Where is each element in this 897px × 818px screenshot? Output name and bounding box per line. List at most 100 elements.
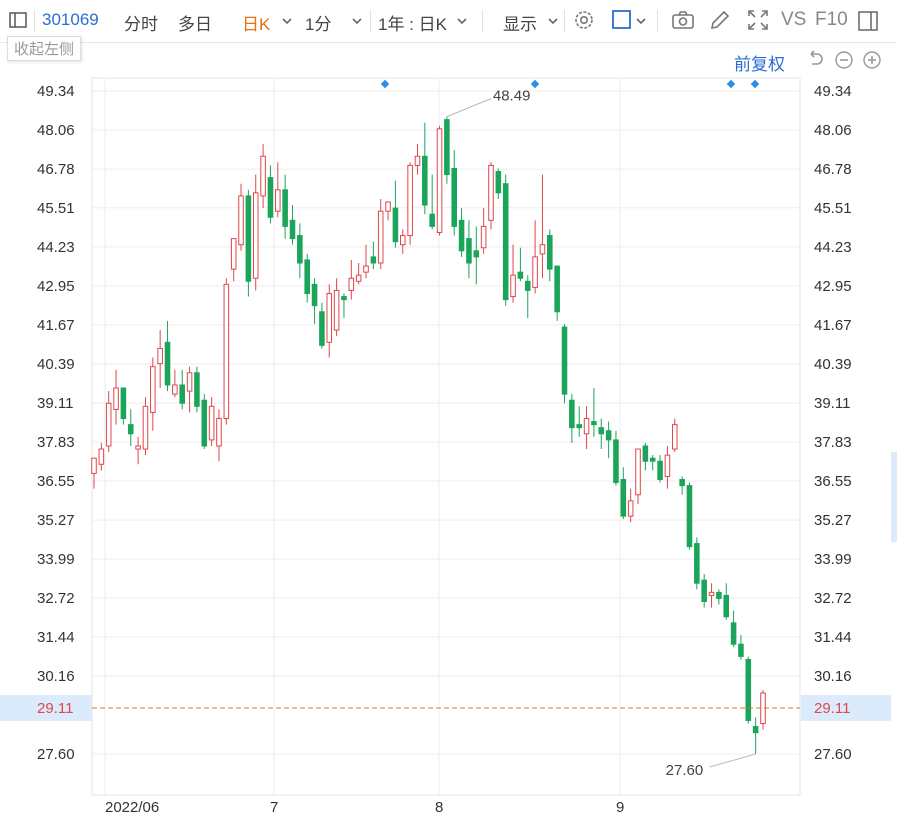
candle-body bbox=[414, 155, 421, 166]
current-price-highlight-left bbox=[0, 694, 92, 721]
current-price-label: 29.11 bbox=[37, 700, 73, 717]
candle-body bbox=[223, 283, 230, 420]
y-axis-left: 49.34 48.06 46.78 45.51 44.23 42.95 41.67 40.39… bbox=[37, 83, 75, 763]
candle-body bbox=[201, 399, 208, 447]
y-axis-right: 49.34 48.06 46.78 45.51 44.23 42.95 41.67 40.39… bbox=[814, 83, 852, 763]
candle-body bbox=[591, 421, 597, 426]
candle-body bbox=[267, 177, 274, 218]
candle-body bbox=[399, 235, 406, 246]
candle-body bbox=[466, 238, 472, 264]
candle-body bbox=[275, 189, 281, 212]
candle-body bbox=[157, 347, 163, 365]
panel-toggle-icon[interactable] bbox=[8, 10, 28, 30]
tab-daily-k[interactable]: 日K bbox=[242, 15, 271, 34]
candle-body bbox=[436, 128, 443, 234]
candle-body bbox=[664, 454, 671, 477]
candle-body bbox=[502, 183, 509, 301]
gear-icon[interactable] bbox=[572, 8, 596, 32]
undo-icon[interactable] bbox=[806, 50, 826, 70]
zoom-in-icon[interactable] bbox=[862, 50, 882, 70]
candle-body bbox=[613, 439, 619, 484]
stock-code[interactable]: 301069 bbox=[42, 10, 99, 29]
candle-body bbox=[179, 384, 185, 404]
candle-body bbox=[569, 399, 575, 429]
candle-body bbox=[517, 271, 524, 279]
y-tick-label: 42.95 bbox=[814, 278, 852, 295]
x-tick-label: 7 bbox=[270, 799, 278, 816]
y-tick-label: 37.83 bbox=[814, 434, 852, 451]
chevron-down-icon[interactable] bbox=[634, 14, 648, 28]
candle-body bbox=[532, 256, 538, 288]
separator bbox=[370, 10, 371, 32]
separator bbox=[657, 10, 658, 32]
event-marker bbox=[380, 79, 390, 89]
square-icon[interactable] bbox=[610, 8, 634, 32]
y-tick-label: 35.27 bbox=[37, 512, 75, 529]
candle-body bbox=[561, 326, 568, 395]
display-menu[interactable]: 显示 bbox=[503, 15, 537, 34]
candle-body bbox=[341, 296, 347, 301]
candle-body bbox=[319, 311, 325, 346]
y-tick-label: 30.16 bbox=[814, 668, 852, 685]
collapse-left-button[interactable]: 收起左侧 bbox=[7, 36, 82, 61]
candle-body bbox=[480, 225, 487, 249]
chevron-down-icon[interactable] bbox=[546, 14, 560, 28]
y-tick-label: 27.60 bbox=[37, 746, 75, 763]
y-tick-label: 48.06 bbox=[814, 122, 852, 139]
candle-body bbox=[377, 210, 384, 264]
y-tick-label: 41.67 bbox=[814, 317, 852, 334]
max-label: 48.49 bbox=[493, 88, 531, 105]
candle-body bbox=[598, 427, 605, 435]
x-axis: 2022/06 7 8 9 bbox=[105, 799, 624, 816]
candle-body bbox=[583, 418, 590, 435]
adjust-mode-label[interactable]: 前复权 bbox=[734, 55, 785, 74]
candle-body bbox=[554, 265, 560, 313]
pencil-icon[interactable] bbox=[708, 8, 732, 32]
min-pointer bbox=[709, 753, 756, 768]
candle-body bbox=[297, 235, 303, 264]
y-tick-label: 44.23 bbox=[814, 239, 852, 256]
f10-button[interactable]: F10 bbox=[815, 9, 848, 30]
candle-body bbox=[304, 259, 310, 294]
candle-body bbox=[686, 485, 693, 548]
candle-body bbox=[150, 366, 156, 413]
chevron-down-icon[interactable] bbox=[455, 14, 469, 28]
chevron-down-icon[interactable] bbox=[280, 14, 294, 28]
y-tick-label: 32.72 bbox=[814, 590, 852, 607]
candle-body bbox=[752, 726, 759, 734]
candle-body bbox=[488, 164, 494, 221]
y-tick-label: 36.55 bbox=[814, 473, 852, 490]
fullscreen-icon[interactable] bbox=[746, 8, 770, 32]
tab-multi-day[interactable]: 多日 bbox=[178, 15, 212, 34]
candle-body bbox=[105, 402, 112, 447]
candle-body bbox=[245, 195, 252, 282]
camera-icon[interactable] bbox=[671, 8, 695, 32]
sidebar-icon[interactable] bbox=[857, 10, 879, 32]
y-tick-label: 40.39 bbox=[37, 356, 75, 373]
tab-timeshare[interactable]: 分时 bbox=[124, 15, 158, 34]
chevron-down-icon[interactable] bbox=[350, 14, 364, 28]
candle-body bbox=[333, 289, 340, 331]
candle-body bbox=[657, 460, 663, 481]
candle-body bbox=[238, 195, 244, 246]
separator bbox=[564, 10, 565, 32]
candle-body bbox=[547, 235, 553, 270]
current-price-highlight-right bbox=[801, 694, 891, 721]
y-tick-label: 27.60 bbox=[814, 746, 852, 763]
vs-button[interactable]: VS bbox=[781, 9, 807, 30]
candle-body bbox=[385, 201, 391, 212]
candle-body bbox=[620, 479, 627, 517]
candle-body bbox=[355, 274, 362, 282]
candle-body bbox=[208, 405, 215, 441]
candle-body bbox=[216, 418, 222, 447]
minute-selector[interactable]: 1分 bbox=[305, 15, 332, 34]
zoom-out-icon[interactable] bbox=[834, 50, 854, 70]
candle-body bbox=[649, 457, 656, 462]
min-label: 27.60 bbox=[666, 762, 704, 779]
y-tick-label: 49.34 bbox=[814, 83, 852, 100]
candle-body bbox=[473, 250, 480, 258]
range-selector[interactable]: 1年 : 日K bbox=[378, 15, 447, 34]
candle-body bbox=[370, 256, 377, 264]
candle-body bbox=[289, 219, 296, 240]
